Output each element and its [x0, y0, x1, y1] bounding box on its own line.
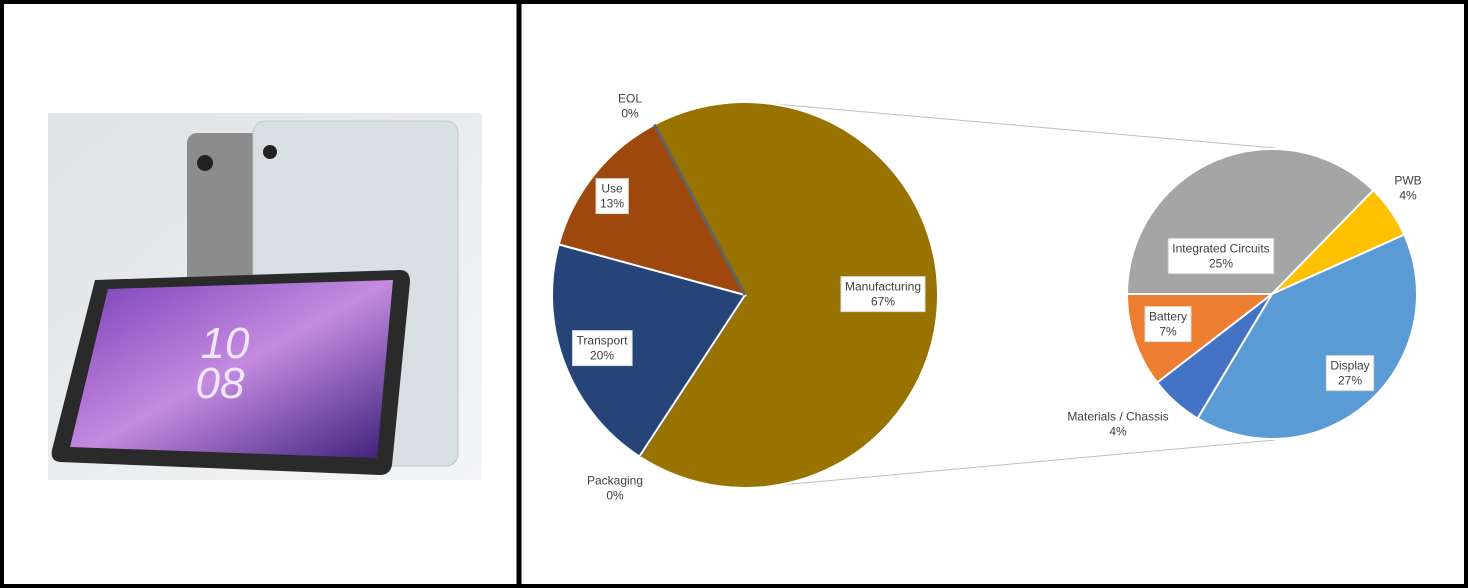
- label-box: [1325, 355, 1375, 392]
- label-text: Battery 7%: [1149, 310, 1187, 339]
- connector: [769, 439, 1276, 487]
- tablet-photo: 10 08: [48, 113, 482, 480]
- category-name: Manufacturing: [845, 280, 921, 294]
- value-label: 25%: [1209, 257, 1233, 271]
- data-label: Display 27%: [1325, 355, 1375, 392]
- label-box: [840, 276, 926, 313]
- category-name: PWB: [1394, 174, 1421, 188]
- data-label: Use 13%: [595, 178, 629, 215]
- category-name: Battery: [1149, 310, 1187, 324]
- data-label: PWB 4%: [1394, 174, 1421, 203]
- label-text: EOL 0%: [618, 92, 642, 121]
- category-name: EOL: [618, 92, 642, 106]
- category-name: Transport: [577, 334, 629, 348]
- value-label: 27%: [1338, 374, 1362, 388]
- value-label: 0%: [606, 489, 624, 503]
- value-label: 4%: [1399, 189, 1417, 203]
- label-box: [572, 330, 633, 367]
- label-text: Display 27%: [1330, 359, 1369, 388]
- screen-minute: 08: [196, 359, 245, 408]
- pie-slice: [653, 123, 747, 296]
- label-text: Materials / Chassis 4%: [1067, 410, 1168, 439]
- label-text: Manufacturing 67%: [845, 280, 921, 309]
- screen-hour: 10: [201, 319, 250, 368]
- label-text: Integrated Circuits 25%: [1172, 242, 1269, 271]
- value-label: 13%: [600, 197, 624, 211]
- category-name: Materials / Chassis: [1067, 410, 1168, 424]
- data-label: Integrated Circuits 25%: [1167, 238, 1275, 275]
- label-text: PWB 4%: [1394, 174, 1421, 203]
- category-name: Use: [601, 182, 623, 196]
- connector: [751, 101, 1276, 149]
- data-label: Transport 20%: [572, 330, 633, 367]
- data-label: Materials / Chassis 4%: [1067, 410, 1168, 439]
- data-label: EOL 0%: [618, 92, 642, 121]
- pie-slice: [637, 101, 939, 489]
- data-label: Battery 7%: [1144, 306, 1192, 343]
- label-text: Use 13%: [600, 182, 624, 211]
- category-name: Integrated Circuits: [1172, 242, 1269, 256]
- label-box: [1167, 238, 1275, 275]
- label-text: Transport 20%: [577, 334, 629, 363]
- label-box: [595, 178, 629, 215]
- label-box: [1144, 306, 1192, 343]
- data-label: Packaging 0%: [587, 474, 643, 503]
- value-label: 20%: [590, 349, 614, 363]
- category-name: Display: [1330, 359, 1369, 373]
- value-label: 7%: [1159, 325, 1177, 339]
- value-label: 4%: [1109, 425, 1127, 439]
- pie-slice: [557, 123, 747, 297]
- label-text: Packaging 0%: [587, 474, 643, 503]
- category-name: Packaging: [587, 474, 643, 488]
- value-label: 67%: [871, 295, 895, 309]
- pie-slice: [551, 243, 747, 458]
- data-label: Manufacturing 67%: [840, 276, 926, 313]
- value-label: 0%: [621, 107, 639, 121]
